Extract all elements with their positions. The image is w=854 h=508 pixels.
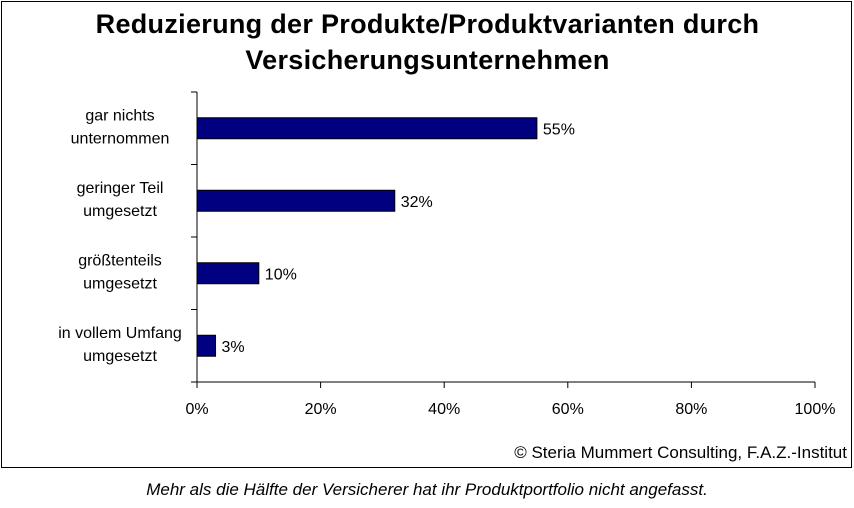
category-label: größtenteils — [78, 252, 162, 269]
x-tick-label: 40% — [428, 401, 460, 418]
value-label: 55% — [543, 121, 575, 138]
chart-frame: Reduzierung der Produkte/Produktvariante… — [1, 1, 852, 468]
bar — [196, 189, 396, 212]
category-label: unternommen — [71, 130, 170, 147]
source-credit: © Steria Mummert Consulting, F.A.Z.-Inst… — [514, 443, 847, 462]
category-label: geringer Teil — [77, 180, 164, 197]
x-tick-label: 80% — [675, 401, 707, 418]
bar — [196, 262, 260, 285]
bar — [196, 334, 217, 357]
value-label: 3% — [222, 339, 245, 356]
category-label: umgesetzt — [83, 203, 157, 220]
chart-title-line-2: Versicherungsunternehmen — [245, 45, 610, 75]
x-tick-label: 100% — [795, 401, 836, 418]
category-label: umgesetzt — [83, 275, 157, 292]
category-label: umgesetzt — [83, 348, 157, 365]
bar-chart: 0% 20% 40% 60% 80% 100% 55% gar nichts unternomm… — [58, 91, 836, 418]
chart-title-line-1: Reduzierung der Produkte/Produktvariante… — [95, 9, 760, 39]
bar — [196, 117, 538, 140]
value-label: 32% — [401, 194, 433, 211]
x-tick-label: 60% — [552, 401, 584, 418]
category-label: gar nichts — [85, 107, 154, 124]
caption: Mehr als die Hälfte der Versicherer hat … — [146, 480, 708, 499]
category-label: in vollem Umfang — [58, 325, 182, 342]
x-tick-label: 20% — [305, 401, 337, 418]
value-label: 10% — [265, 266, 297, 283]
x-tick-label: 0% — [185, 401, 208, 418]
chart-title: Reduzierung der Produkte/Produktvariante… — [2, 6, 853, 78]
